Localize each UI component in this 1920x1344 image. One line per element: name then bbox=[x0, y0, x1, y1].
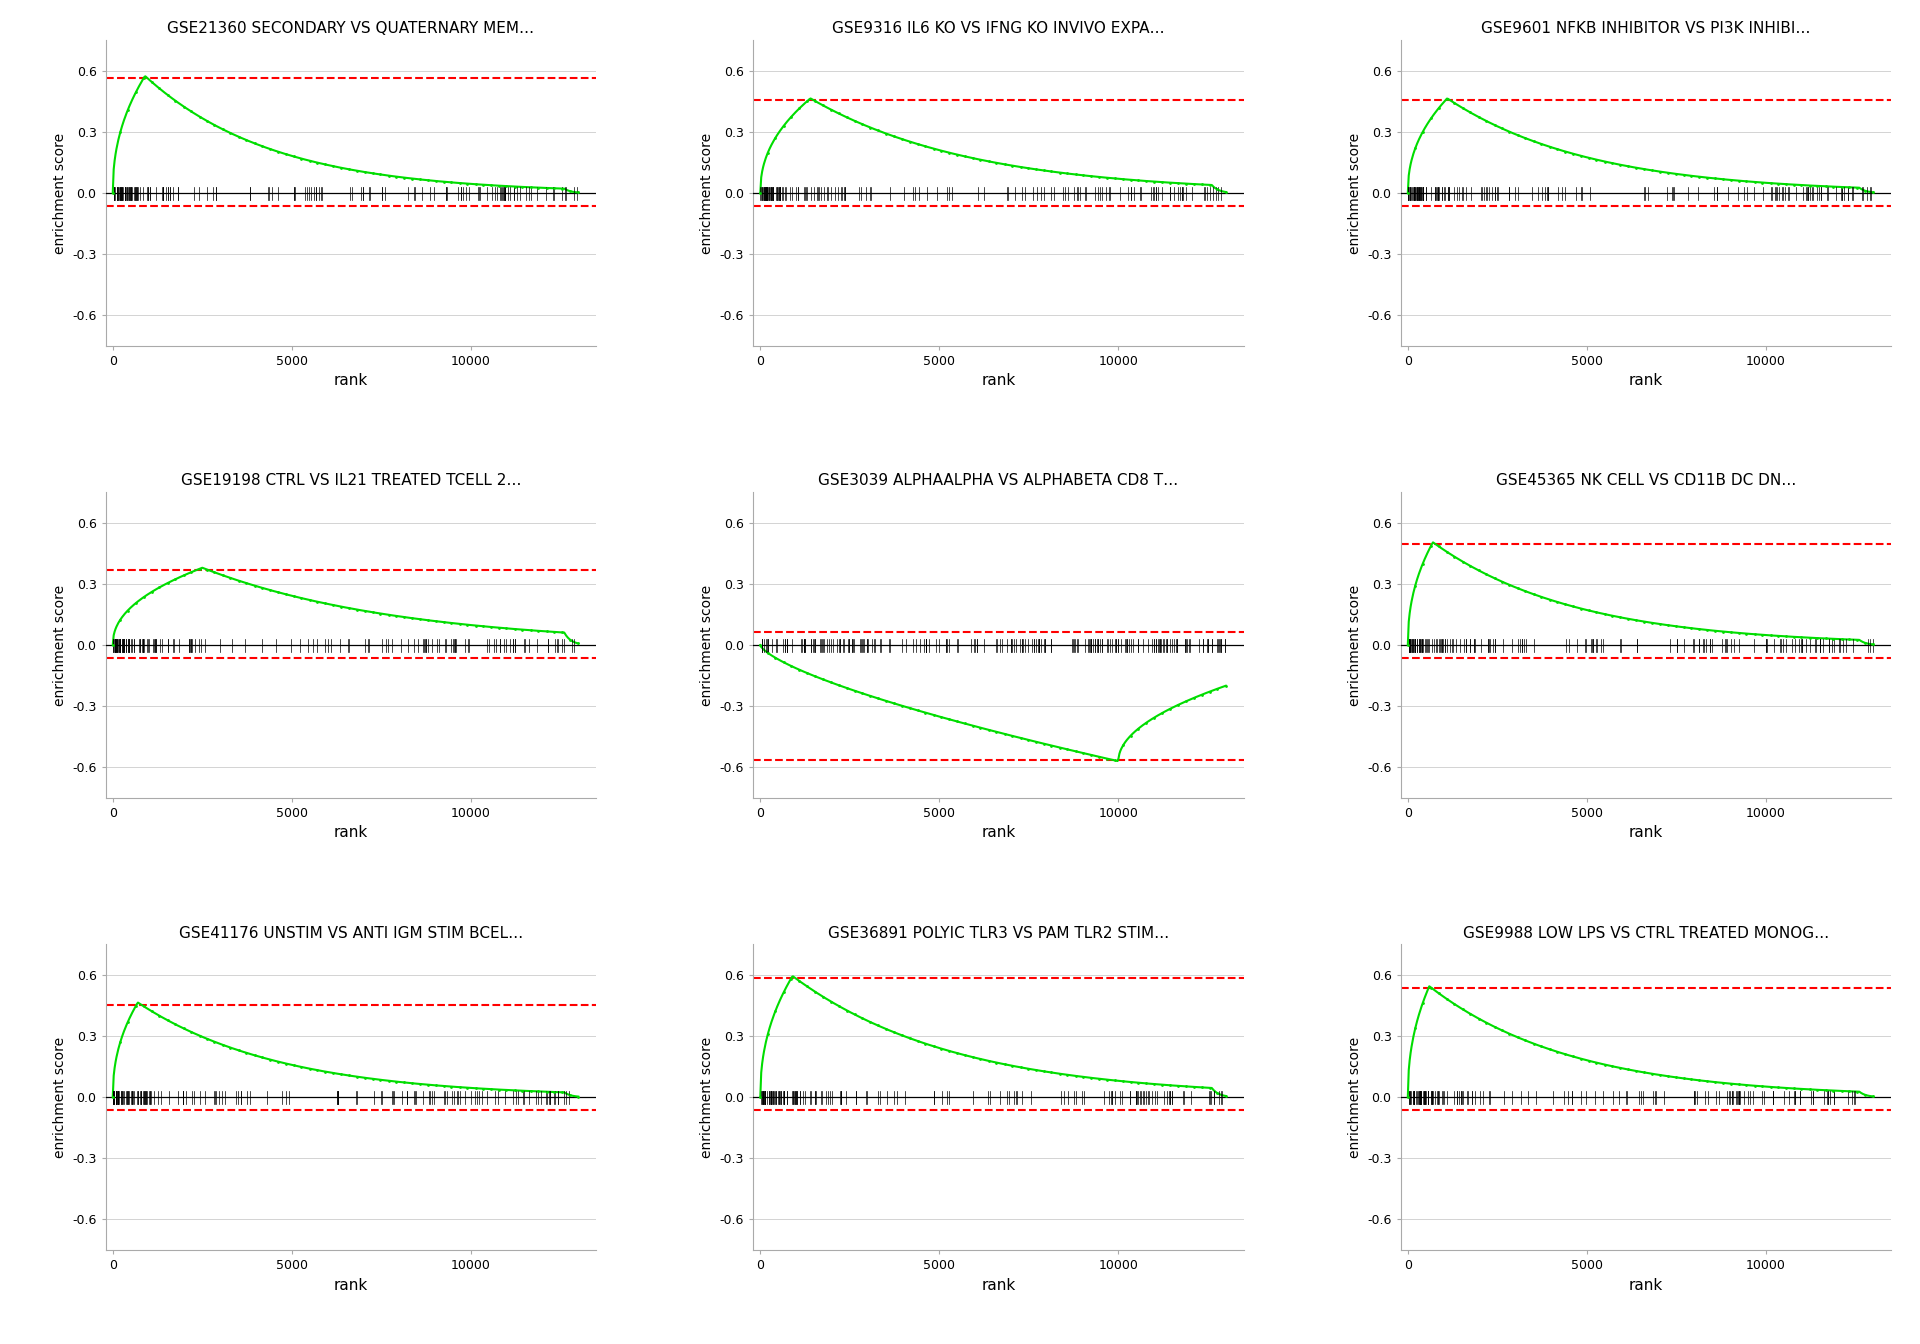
X-axis label: rank: rank bbox=[334, 374, 369, 388]
X-axis label: rank: rank bbox=[334, 1278, 369, 1293]
X-axis label: rank: rank bbox=[334, 825, 369, 840]
X-axis label: rank: rank bbox=[981, 1278, 1016, 1293]
Y-axis label: enrichment score: enrichment score bbox=[1348, 585, 1361, 706]
Title: GSE19198 CTRL VS IL21 TREATED TCELL 2…: GSE19198 CTRL VS IL21 TREATED TCELL 2… bbox=[180, 473, 520, 488]
X-axis label: rank: rank bbox=[981, 374, 1016, 388]
Title: GSE36891 POLYIC TLR3 VS PAM TLR2 STIM…: GSE36891 POLYIC TLR3 VS PAM TLR2 STIM… bbox=[828, 926, 1169, 941]
X-axis label: rank: rank bbox=[1628, 374, 1663, 388]
Title: GSE21360 SECONDARY VS QUATERNARY MEM…: GSE21360 SECONDARY VS QUATERNARY MEM… bbox=[167, 22, 534, 36]
Y-axis label: enrichment score: enrichment score bbox=[1348, 133, 1361, 254]
Y-axis label: enrichment score: enrichment score bbox=[52, 133, 67, 254]
Title: GSE3039 ALPHAALPHA VS ALPHABETA CD8 T…: GSE3039 ALPHAALPHA VS ALPHABETA CD8 T… bbox=[818, 473, 1179, 488]
X-axis label: rank: rank bbox=[1628, 825, 1663, 840]
Y-axis label: enrichment score: enrichment score bbox=[1348, 1036, 1361, 1157]
Title: GSE9601 NFKB INHIBITOR VS PI3K INHIBI…: GSE9601 NFKB INHIBITOR VS PI3K INHIBI… bbox=[1480, 22, 1811, 36]
Y-axis label: enrichment score: enrichment score bbox=[52, 1036, 67, 1157]
Y-axis label: enrichment score: enrichment score bbox=[52, 585, 67, 706]
X-axis label: rank: rank bbox=[1628, 1278, 1663, 1293]
Y-axis label: enrichment score: enrichment score bbox=[701, 585, 714, 706]
Title: GSE9316 IL6 KO VS IFNG KO INVIVO EXPA…: GSE9316 IL6 KO VS IFNG KO INVIVO EXPA… bbox=[831, 22, 1165, 36]
Title: GSE9988 LOW LPS VS CTRL TREATED MONOG…: GSE9988 LOW LPS VS CTRL TREATED MONOG… bbox=[1463, 926, 1830, 941]
Y-axis label: enrichment score: enrichment score bbox=[701, 1036, 714, 1157]
Title: GSE41176 UNSTIM VS ANTI IGM STIM BCEL…: GSE41176 UNSTIM VS ANTI IGM STIM BCEL… bbox=[179, 926, 522, 941]
Title: GSE45365 NK CELL VS CD11B DC DN…: GSE45365 NK CELL VS CD11B DC DN… bbox=[1496, 473, 1795, 488]
X-axis label: rank: rank bbox=[981, 825, 1016, 840]
Y-axis label: enrichment score: enrichment score bbox=[701, 133, 714, 254]
